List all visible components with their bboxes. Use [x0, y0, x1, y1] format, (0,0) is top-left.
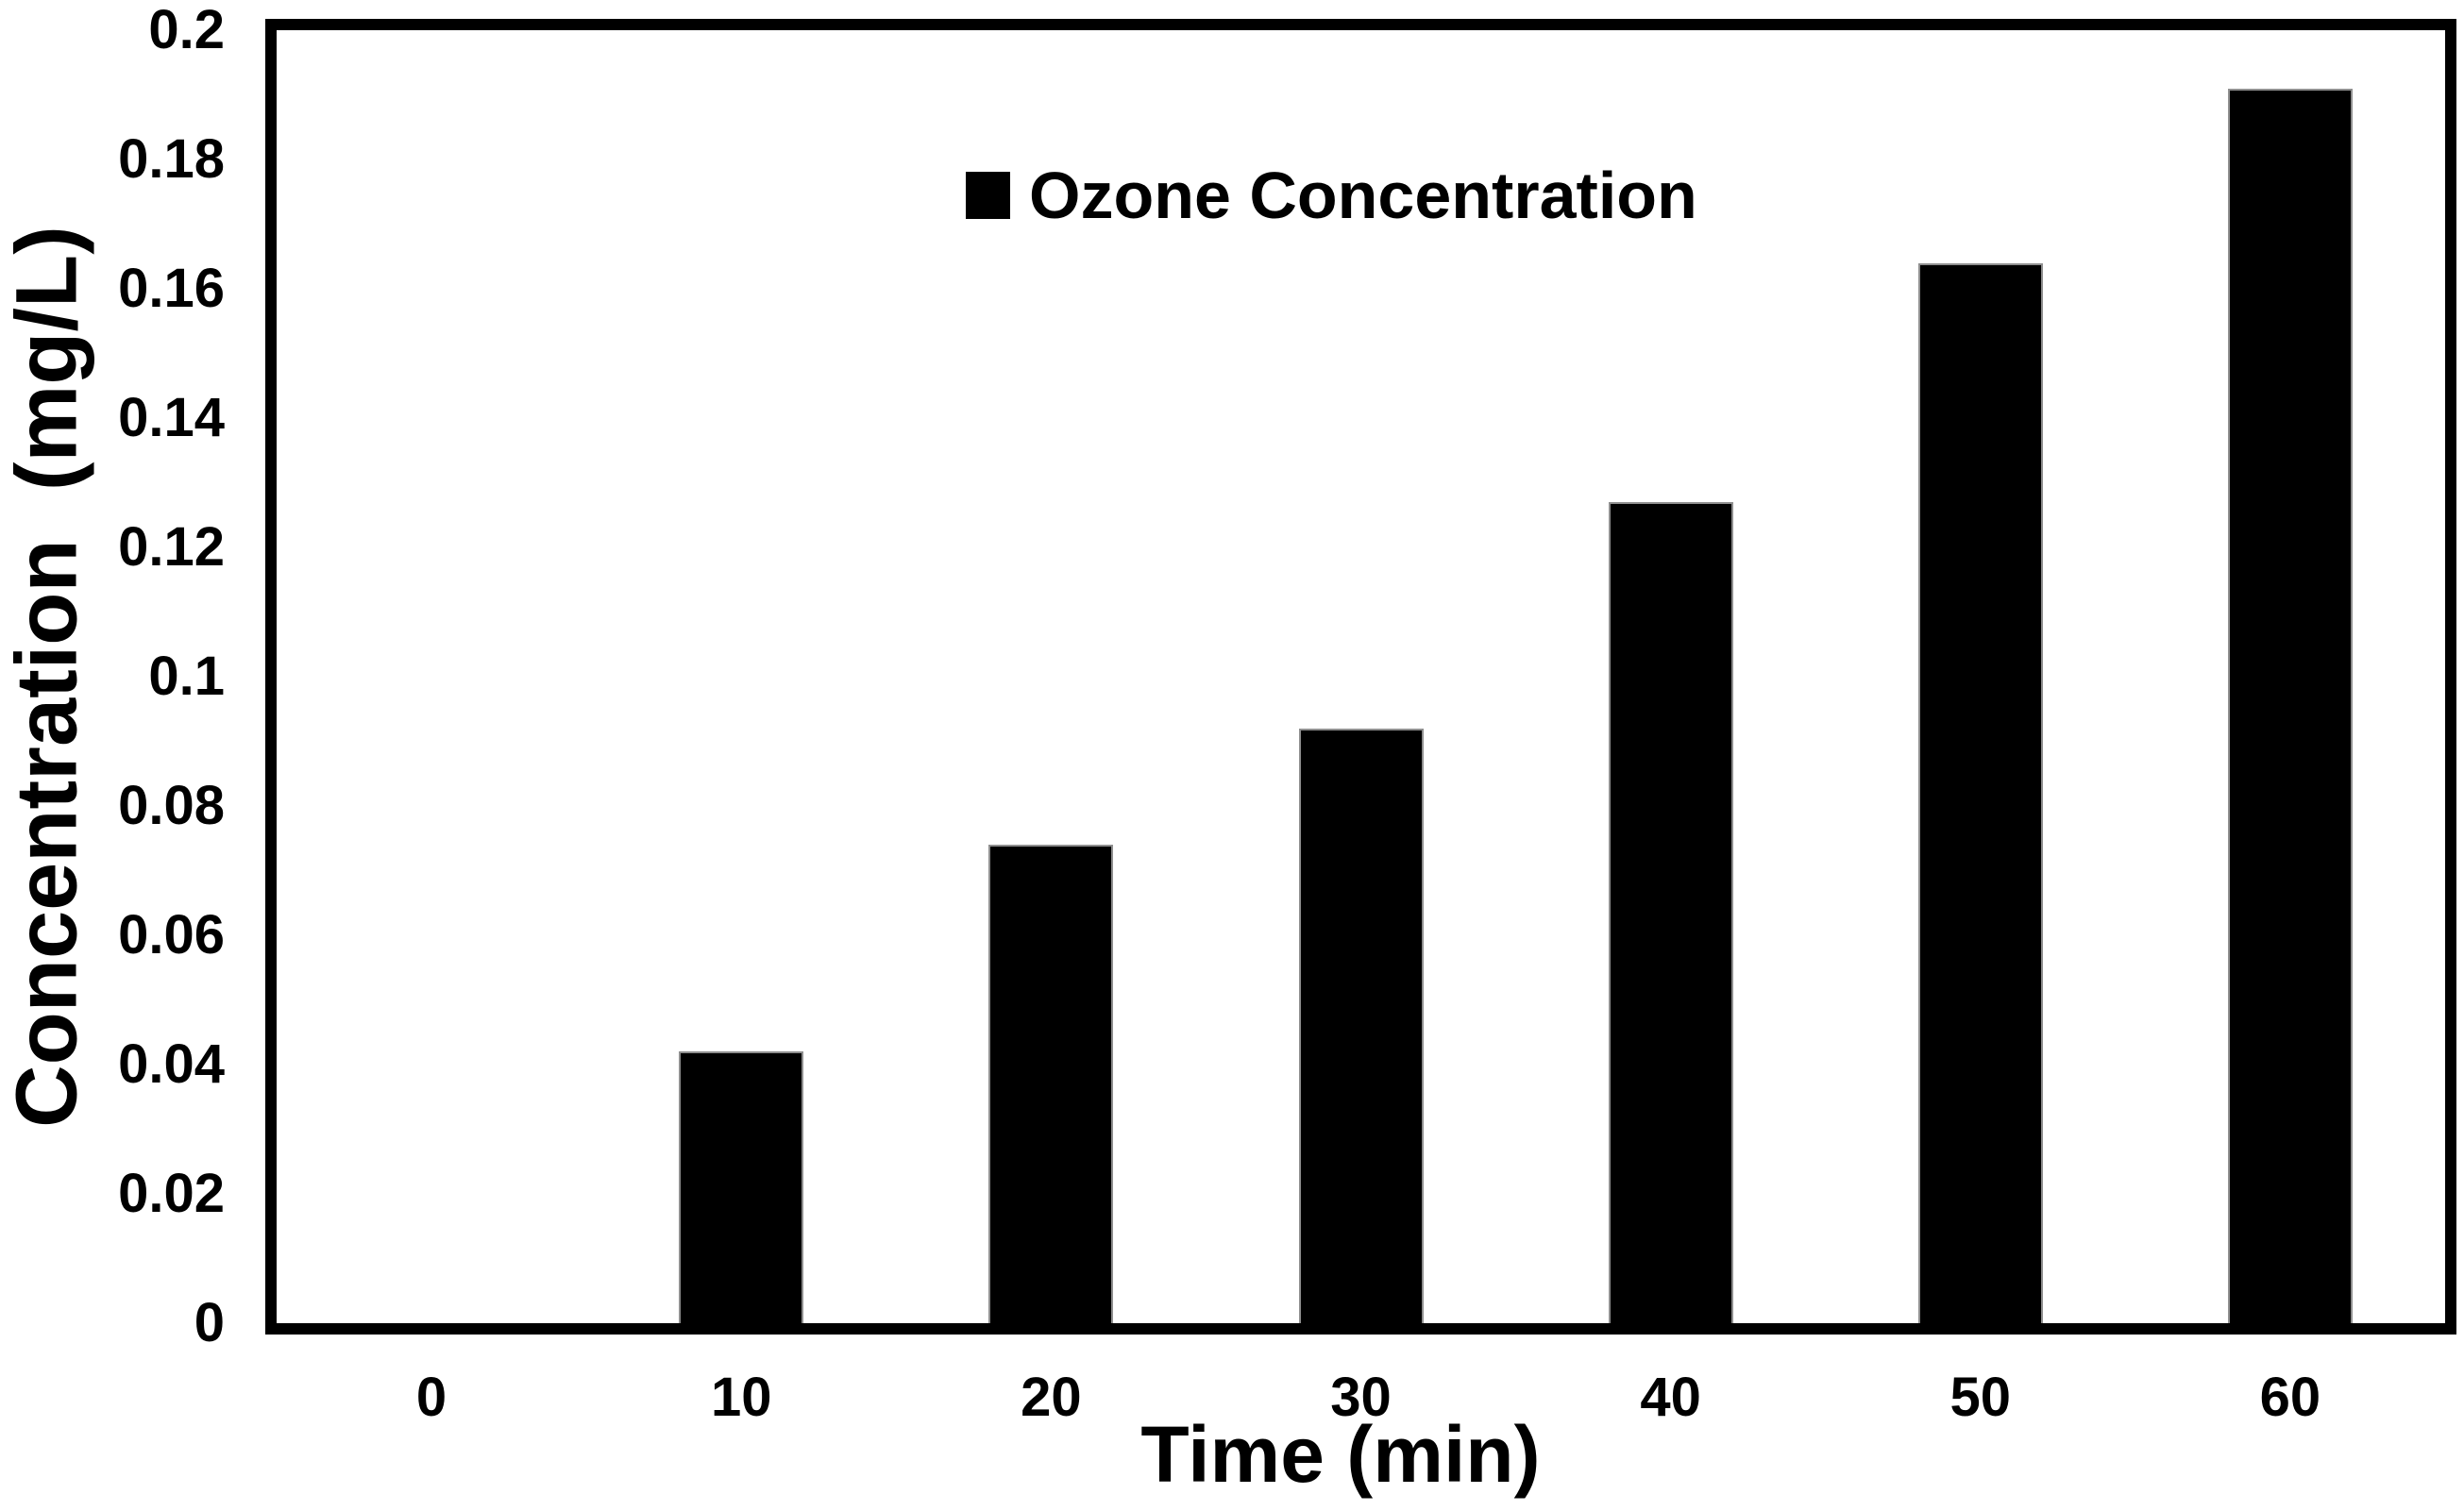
y-tick-label-0.1: 0.1: [148, 646, 225, 707]
bar-60-min: [2227, 88, 2353, 1323]
x-tick-label-10: 10: [710, 1367, 772, 1428]
bar-40-min: [1608, 502, 1733, 1323]
bar-30-min: [1298, 728, 1424, 1323]
y-tick-label-0.02: 0.02: [118, 1163, 225, 1224]
y-tick-label-0.16: 0.16: [118, 258, 225, 319]
y-tick-label-0.14: 0.14: [118, 387, 225, 448]
bar-50-min: [1917, 262, 2043, 1323]
bar-10-min: [679, 1051, 804, 1323]
x-tick-label-40: 40: [1640, 1367, 1701, 1428]
y-tick-label-0.12: 0.12: [118, 516, 225, 578]
x-tick-label-20: 20: [1021, 1367, 1082, 1428]
y-tick-label-0.04: 0.04: [118, 1033, 225, 1095]
x-tick-label-50: 50: [1949, 1367, 2012, 1428]
y-tick-label-0.08: 0.08: [118, 775, 225, 836]
legend-label: Ozone Concentration: [1029, 159, 1697, 232]
plot-area: Ozone Concentration: [265, 19, 2456, 1335]
x-tick-label-60: 60: [2259, 1367, 2321, 1428]
y-tick-label-0.18: 0.18: [118, 128, 225, 190]
y-tick-label-0.06: 0.06: [118, 904, 225, 965]
x-tick-label-30: 30: [1330, 1367, 1392, 1428]
legend: Ozone Concentration: [966, 154, 1697, 237]
x-tick-label-0: 0: [415, 1367, 447, 1428]
x-axis-title: Time (min): [1140, 1410, 1541, 1499]
y-tick-label-0: 0: [194, 1292, 225, 1353]
y-tick-label-0.2: 0.2: [148, 0, 225, 60]
legend-marker-square: [966, 172, 1010, 219]
bar-20-min: [988, 845, 1114, 1323]
